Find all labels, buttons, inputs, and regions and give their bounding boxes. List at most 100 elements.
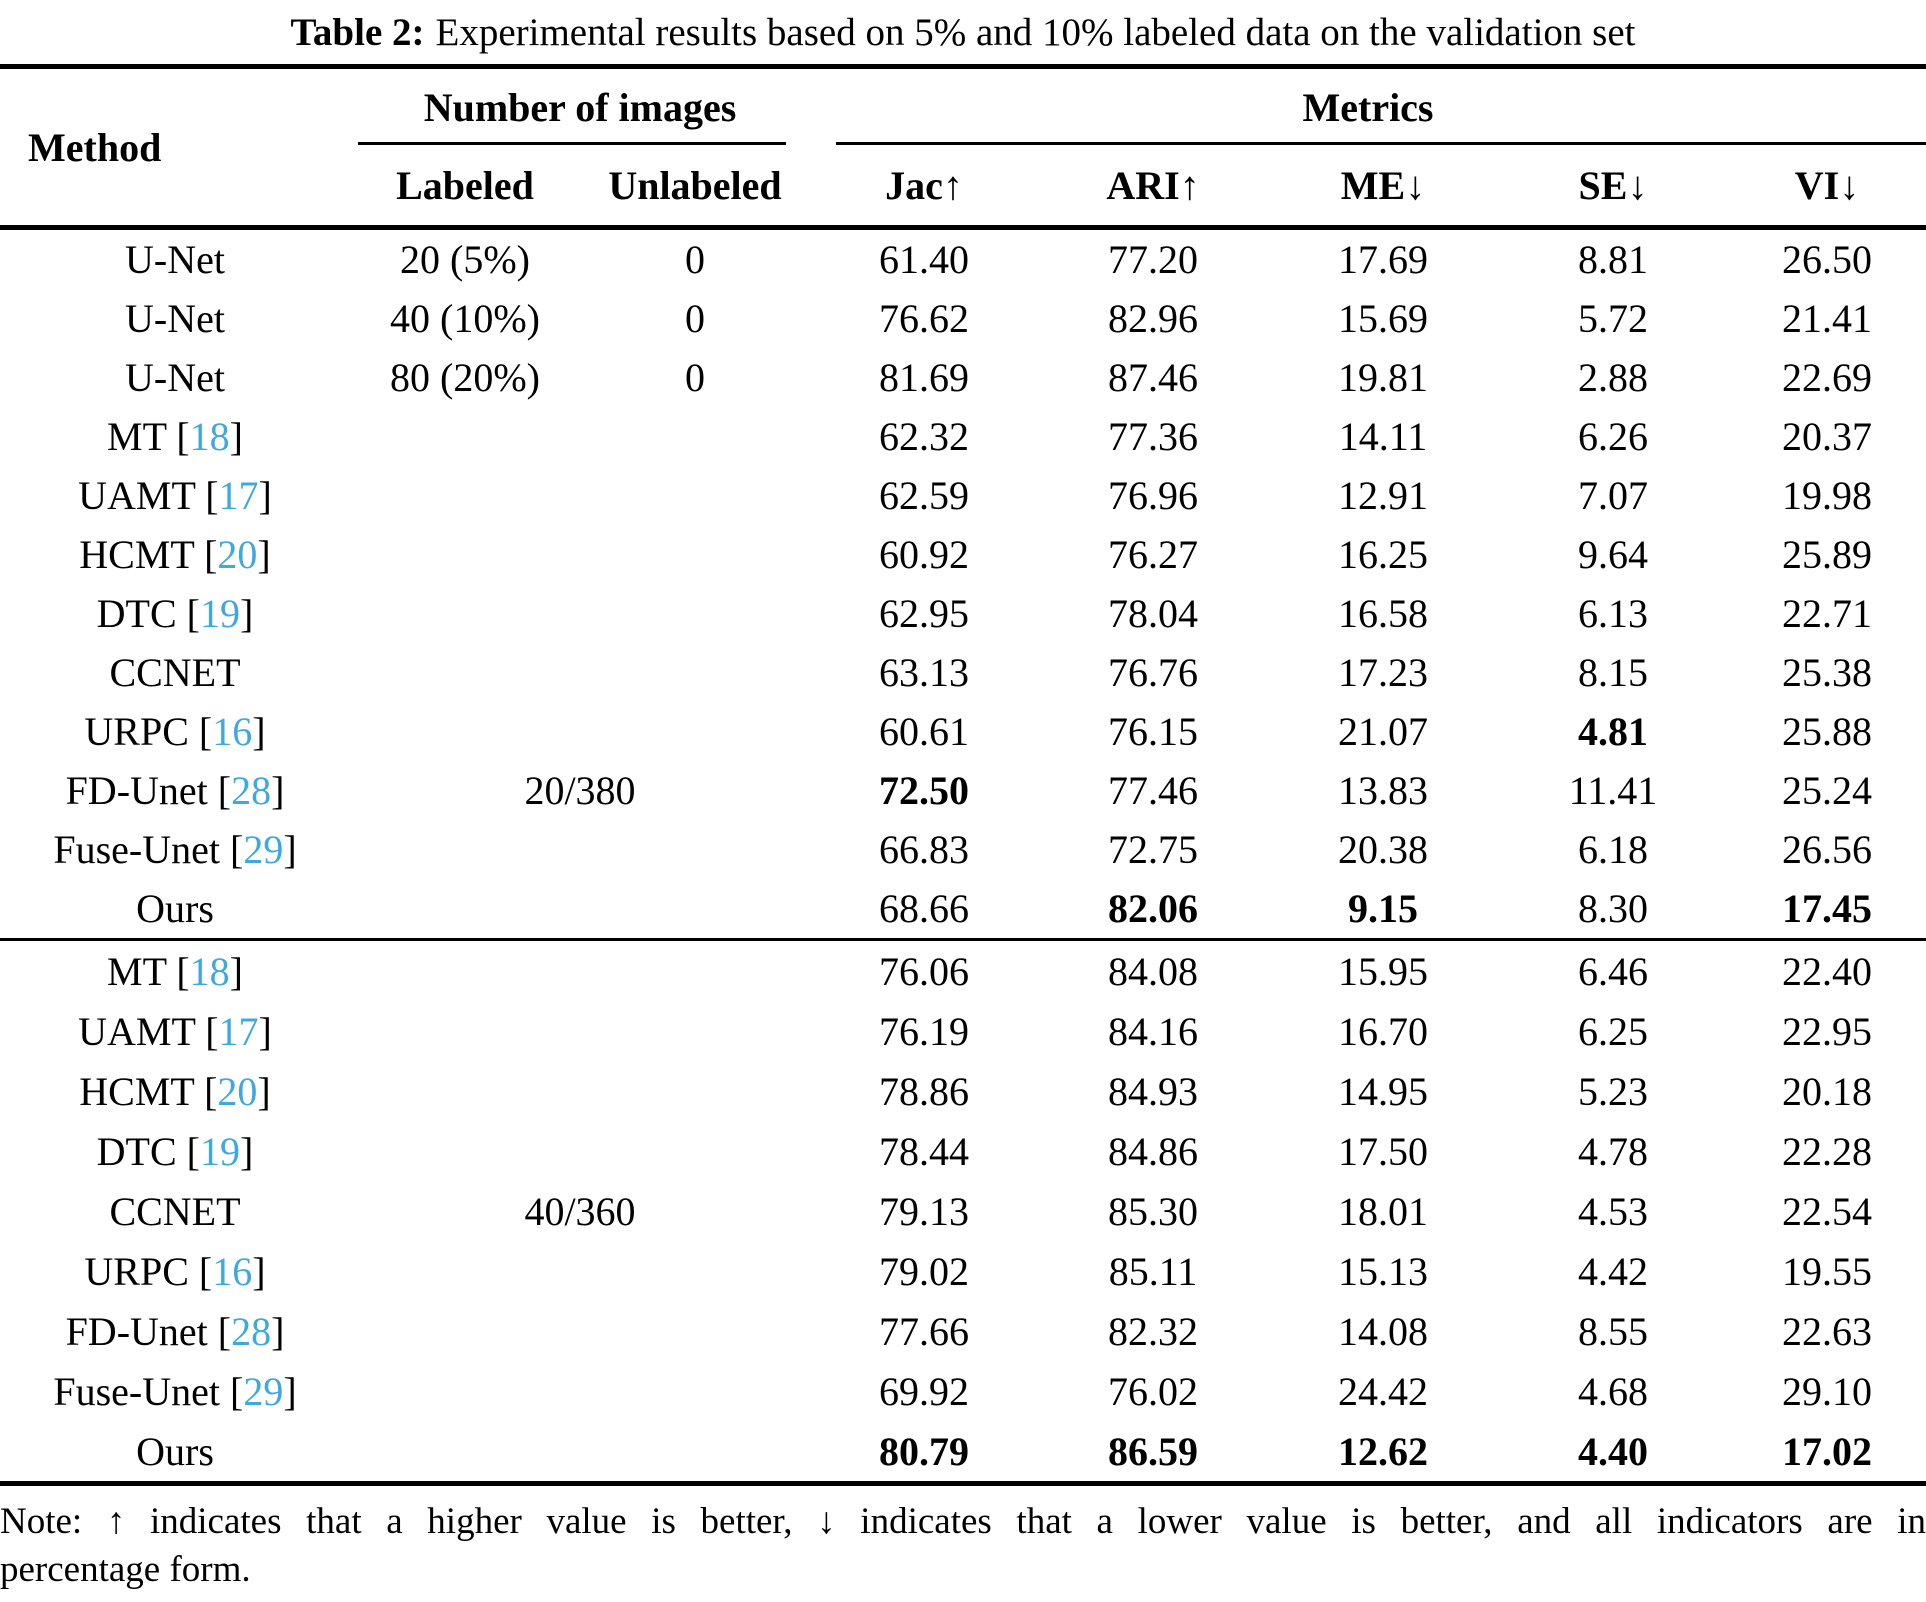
- citation-link[interactable]: 20: [217, 532, 258, 577]
- value-cell: 78.44: [879, 1128, 969, 1174]
- images-split-cell: [350, 702, 810, 761]
- images-split-cell: 20/380: [524, 768, 636, 813]
- method-cell: URPC [16]: [84, 709, 266, 754]
- value-cell: 25.24: [1782, 768, 1872, 813]
- method-cell: CCNET: [109, 1188, 241, 1234]
- value-cell: 14.95: [1338, 1068, 1428, 1114]
- table-row: UAMT [17] 62.59 76.96 12.91 7.07 19.98: [0, 466, 1926, 525]
- value-cell: 85.30: [1108, 1188, 1198, 1234]
- value-cell: 82.32: [1108, 1308, 1198, 1354]
- value-cell: 22.54: [1782, 1188, 1872, 1234]
- value-cell: 78.86: [879, 1068, 969, 1114]
- value-cell: 78.04: [1108, 591, 1198, 636]
- col-header-se: SE↓: [1578, 162, 1648, 208]
- citation-link[interactable]: 29: [243, 827, 284, 872]
- citation-link[interactable]: 18: [189, 948, 230, 994]
- note-line-1: Note: ↑ indicates that a higher value is…: [0, 1501, 1926, 1542]
- value-cell: 11.41: [1568, 768, 1658, 813]
- citation-link[interactable]: 17: [218, 473, 259, 518]
- citation-link[interactable]: 19: [200, 1128, 240, 1174]
- value-cell: 25.38: [1782, 650, 1872, 695]
- value-cell: 76.06: [879, 948, 969, 994]
- unlabeled-count-cell: 0: [685, 237, 705, 282]
- results-table: Method Number of images Metrics Labeled …: [0, 64, 1926, 1486]
- value-cell: 6.46: [1578, 948, 1648, 994]
- value-cell: 22.28: [1782, 1128, 1872, 1174]
- value-cell: 9.64: [1578, 532, 1648, 577]
- table-row: MT [18] 76.06 84.08 15.95 6.46 22.40: [0, 940, 1926, 1002]
- value-cell: 62.32: [879, 414, 969, 459]
- value-cell: 62.95: [879, 591, 969, 636]
- value-cell: 6.25: [1578, 1008, 1648, 1054]
- citation-link[interactable]: 20: [217, 1068, 258, 1114]
- value-cell: 62.59: [879, 473, 969, 518]
- images-split-cell: [350, 940, 810, 1002]
- method-cell: FD-Unet [28]: [65, 1308, 285, 1354]
- images-split-cell: [350, 466, 810, 525]
- value-cell: 13.83: [1338, 768, 1428, 813]
- value-cell: 85.11: [1108, 1248, 1198, 1294]
- method-cell: MT [18]: [107, 948, 243, 994]
- col-header-metrics: Metrics: [810, 67, 1926, 146]
- value-cell: 69.92: [879, 1368, 969, 1414]
- method-cell: U-Net: [125, 355, 225, 400]
- value-cell: 87.46: [1108, 355, 1198, 400]
- method-cell: Fuse-Unet [29]: [53, 1368, 297, 1414]
- value-cell: 15.69: [1338, 296, 1428, 341]
- value-cell: 82.96: [1108, 296, 1198, 341]
- value-cell: 20.37: [1782, 414, 1872, 459]
- value-cell: 84.08: [1108, 948, 1198, 994]
- value-cell: 22.95: [1782, 1008, 1872, 1054]
- table-row: DTC [19] 62.95 78.04 16.58 6.13 22.71: [0, 584, 1926, 643]
- value-cell: 19.98: [1782, 473, 1872, 518]
- table-header: Method Number of images Metrics Labeled …: [0, 67, 1926, 228]
- table-row: Fuse-Unet [29] 66.83 72.75 20.38 6.18 26.56: [0, 820, 1926, 879]
- value-cell: 76.02: [1108, 1368, 1198, 1414]
- value-cell: 4.78: [1578, 1128, 1648, 1174]
- value-cell: 22.63: [1782, 1308, 1872, 1354]
- value-cell: 19.81: [1338, 355, 1428, 400]
- citation-link[interactable]: 18: [189, 414, 230, 459]
- images-split-cell: [350, 1241, 810, 1301]
- value-cell: 60.92: [879, 532, 969, 577]
- value-cell: 76.19: [879, 1008, 969, 1054]
- value-cell: 76.76: [1108, 650, 1198, 695]
- citation-link[interactable]: 16: [212, 1248, 253, 1294]
- method-cell: URPC [16]: [84, 1248, 266, 1294]
- method-cell: U-Net: [125, 296, 225, 341]
- col-header-ari: ARI↑: [1106, 162, 1200, 208]
- images-split-cell: 40/360: [524, 1188, 636, 1234]
- table-row: URPC [16] 79.02 85.11 15.13 4.42 19.55: [0, 1241, 1926, 1301]
- citation-link[interactable]: 16: [212, 709, 253, 754]
- value-cell: 79.02: [879, 1248, 969, 1294]
- citation-link[interactable]: 28: [231, 768, 272, 813]
- value-cell: 12.62: [1338, 1428, 1428, 1474]
- value-cell: 17.69: [1338, 237, 1428, 282]
- value-cell: 16.70: [1338, 1008, 1428, 1054]
- images-split-cell: [350, 879, 810, 940]
- table-group-10pct: MT [18] 76.06 84.08 15.95 6.46 22.40 UAMT [17]…: [0, 939, 1926, 1484]
- table-row: U-Net 40 (10%) 0 76.62 82.96 15.69 5.72 21.41: [0, 289, 1926, 348]
- table-row: MT [18] 62.32 77.36 14.11 6.26 20.37: [0, 407, 1926, 466]
- value-cell: 17.45: [1782, 886, 1872, 931]
- value-cell: 6.13: [1578, 591, 1648, 636]
- value-cell: 14.11: [1338, 414, 1428, 459]
- method-cell: CCNET: [109, 650, 241, 695]
- method-cell: HCMT [20]: [79, 532, 271, 577]
- citation-link[interactable]: 17: [218, 1008, 259, 1054]
- value-cell: 2.88: [1578, 355, 1648, 400]
- value-cell: 5.72: [1578, 296, 1648, 341]
- col-header-labeled: Labeled: [396, 162, 534, 208]
- value-cell: 76.62: [879, 296, 969, 341]
- citation-link[interactable]: 29: [243, 1368, 284, 1414]
- col-header-jac: Jac↑: [885, 162, 963, 208]
- method-cell: UAMT [17]: [78, 1008, 272, 1054]
- value-cell: 72.50: [879, 768, 969, 813]
- note-line-2: percentage form.: [0, 1549, 251, 1590]
- value-cell: 17.02: [1782, 1428, 1872, 1474]
- value-cell: 60.61: [879, 709, 969, 754]
- citation-link[interactable]: 19: [200, 591, 240, 636]
- table-caption-text: Experimental results based on 5% and 10%…: [435, 10, 1636, 54]
- citation-link[interactable]: 28: [231, 1308, 272, 1354]
- value-cell: 25.88: [1782, 709, 1872, 754]
